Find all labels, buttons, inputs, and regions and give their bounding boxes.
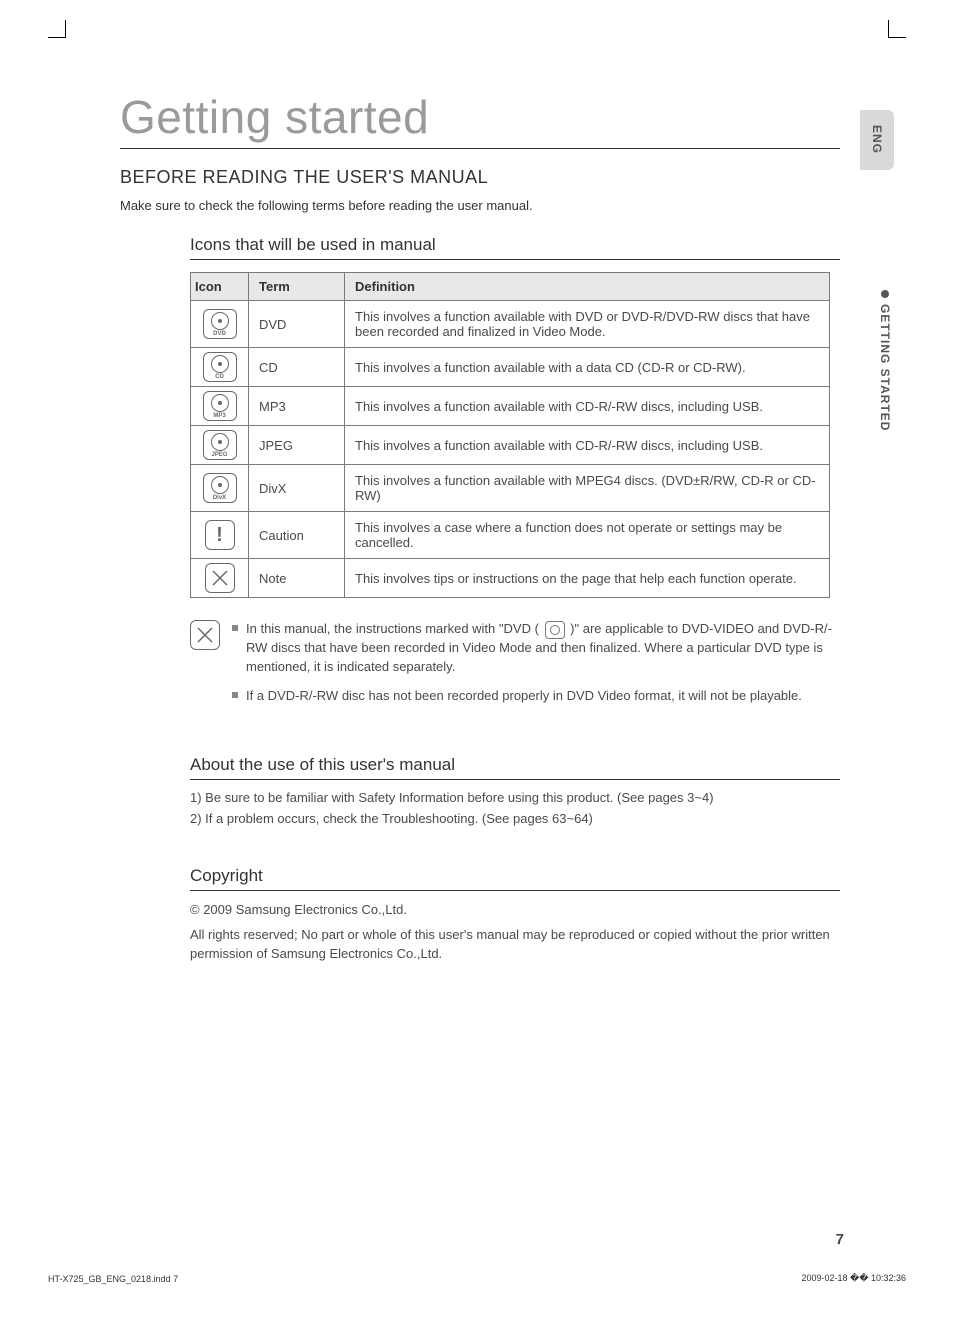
cell-def: This involves a function available with …	[345, 387, 830, 426]
note-icon	[205, 563, 235, 593]
table-row: JPEG JPEG This involves a function avail…	[191, 426, 830, 465]
about-item: 2) If a problem occurs, check the Troubl…	[190, 811, 840, 826]
cell-term: CD	[249, 348, 345, 387]
table-header-row: Icon Term Definition	[191, 273, 830, 301]
cell-def: This involves tips or instructions on th…	[345, 559, 830, 598]
cd-icon: CD	[203, 352, 237, 382]
note-block: In this manual, the instructions marked …	[190, 620, 840, 715]
section-heading: BEFORE READING THE USER'S MANUAL	[120, 167, 840, 188]
table-row: DVD DVD This involves a function availab…	[191, 301, 830, 348]
cell-def: This involves a case where a function do…	[345, 512, 830, 559]
dvd-icon: DVD	[203, 309, 237, 339]
cell-def: This involves a function available with …	[345, 426, 830, 465]
cell-icon: DivX	[191, 465, 249, 512]
th-def: Definition	[345, 273, 830, 301]
note-text: If a DVD-R/-RW disc has not been recorde…	[246, 687, 802, 706]
note-text: In this manual, the instructions marked …	[246, 620, 840, 677]
mp3-icon: MP3	[203, 391, 237, 421]
note-icon	[190, 620, 220, 650]
side-section-label: GETTING STARTED	[878, 290, 892, 431]
copyright-line: All rights reserved; No part or whole of…	[190, 926, 840, 964]
cell-term: Caution	[249, 512, 345, 559]
bullet-icon	[232, 692, 238, 698]
cell-term: Note	[249, 559, 345, 598]
copyright-line: © 2009 Samsung Electronics Co.,Ltd.	[190, 901, 840, 920]
note-bullets: In this manual, the instructions marked …	[232, 620, 840, 715]
copyright-section: Copyright © 2009 Samsung Electronics Co.…	[190, 866, 840, 964]
lang-tab-label: ENG	[870, 125, 884, 154]
cell-term: MP3	[249, 387, 345, 426]
intro-text: Make sure to check the following terms b…	[120, 198, 840, 213]
page-number: 7	[836, 1231, 844, 1248]
crop-mark	[48, 20, 66, 38]
lang-tab: ENG	[860, 110, 894, 170]
copyright-heading: Copyright	[190, 866, 840, 891]
cell-icon: !	[191, 512, 249, 559]
bullet-icon	[232, 625, 238, 631]
cell-icon: JPEG	[191, 426, 249, 465]
cell-def: This involves a function available with …	[345, 301, 830, 348]
icons-table: Icon Term Definition DVD DVD This involv…	[190, 272, 830, 598]
cell-icon	[191, 559, 249, 598]
note-item: If a DVD-R/-RW disc has not been recorde…	[232, 687, 840, 706]
footer-file: HT-X725_GB_ENG_0218.indd 7	[48, 1274, 178, 1284]
footer-timestamp: 2009-02-18 �� 10:32:36	[801, 1273, 906, 1284]
th-term: Term	[249, 273, 345, 301]
note-item: In this manual, the instructions marked …	[232, 620, 840, 677]
caution-icon: !	[205, 520, 235, 550]
cell-icon: DVD	[191, 301, 249, 348]
table-row: Note This involves tips or instructions …	[191, 559, 830, 598]
cell-def: This involves a function available with …	[345, 465, 830, 512]
dvd-inline-icon	[545, 621, 565, 639]
about-list: 1) Be sure to be familiar with Safety In…	[190, 790, 840, 826]
divx-icon: DivX	[203, 473, 237, 503]
side-section-text: GETTING STARTED	[878, 304, 892, 431]
about-heading: About the use of this user's manual	[190, 755, 840, 780]
cell-term: DivX	[249, 465, 345, 512]
cell-term: JPEG	[249, 426, 345, 465]
table-row: DivX DivX This involves a function avail…	[191, 465, 830, 512]
cell-icon: CD	[191, 348, 249, 387]
table-row: MP3 MP3 This involves a function availab…	[191, 387, 830, 426]
bullet-icon	[881, 290, 889, 298]
page-title: Getting started	[120, 90, 840, 149]
about-section: About the use of this user's manual 1) B…	[190, 755, 840, 826]
note-text-part: In this manual, the instructions marked …	[246, 621, 539, 636]
page-content: Getting started BEFORE READING THE USER'…	[120, 90, 840, 970]
cell-icon: MP3	[191, 387, 249, 426]
icons-subheading: Icons that will be used in manual	[190, 235, 840, 260]
cell-def: This involves a function available with …	[345, 348, 830, 387]
table-row: CD CD This involves a function available…	[191, 348, 830, 387]
crop-mark	[888, 20, 906, 38]
th-icon: Icon	[191, 273, 249, 301]
cell-term: DVD	[249, 301, 345, 348]
table-row: ! Caution This involves a case where a f…	[191, 512, 830, 559]
jpeg-icon: JPEG	[203, 430, 237, 460]
about-item: 1) Be sure to be familiar with Safety In…	[190, 790, 840, 805]
